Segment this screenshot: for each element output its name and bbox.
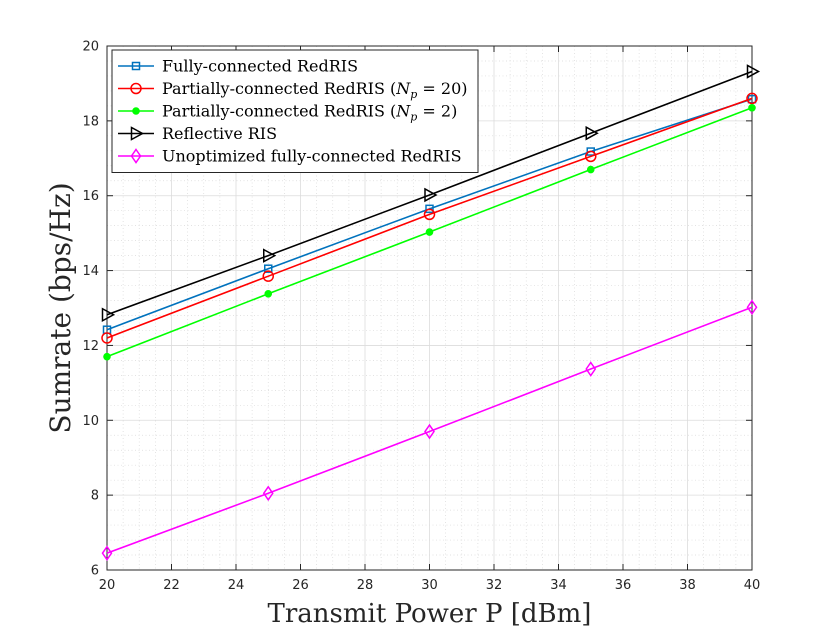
series-2	[101, 92, 758, 344]
data-point	[586, 165, 595, 174]
legend-marker	[130, 126, 145, 141]
legend-item: Partially-connected RedRIS (Np = 20)	[118, 79, 468, 101]
legend-marker	[132, 107, 140, 115]
x-tick-label: 22	[163, 578, 180, 593]
x-axis-label: Transmit Power P [dBm]	[268, 599, 592, 629]
x-tick-label: 40	[744, 578, 761, 593]
data-point	[101, 545, 113, 561]
legend-label: Partially-connected RedRIS (Np = 2)	[162, 102, 457, 124]
legend: Fully-connected RedRIS Partially-connecte…	[111, 49, 479, 173]
y-tick-label: 14	[82, 264, 99, 279]
y-tick-label: 10	[82, 414, 99, 429]
data-point	[586, 147, 595, 156]
data-point	[585, 125, 599, 141]
y-tick-label: 12	[82, 339, 99, 354]
series-line	[106, 306, 753, 554]
data-point	[748, 103, 756, 112]
data-point	[103, 352, 111, 361]
data-point	[746, 299, 758, 316]
y-tick-label: 18	[82, 114, 99, 129]
legend-label: Fully-connected RedRIS	[162, 57, 358, 76]
legend-item: Fully-connected RedRIS	[118, 57, 358, 76]
legend-marker	[131, 61, 141, 71]
legend-label: Partially-connected RedRIS (Np = 20)	[162, 79, 468, 101]
x-tick-label: 20	[99, 578, 116, 593]
data-point	[425, 204, 434, 214]
legend-marker	[130, 148, 142, 164]
legend-marker	[130, 82, 142, 95]
data-point	[425, 228, 434, 236]
data-point	[264, 264, 273, 273]
legend-label: Reflective RIS	[162, 124, 277, 143]
legend-item: Reflective RIS	[118, 124, 277, 143]
data-point	[264, 289, 273, 298]
data-point	[101, 307, 116, 323]
data-point	[746, 64, 761, 79]
x-tick-label: 24	[228, 578, 245, 593]
data-point	[746, 92, 758, 105]
data-point	[424, 187, 438, 203]
legend-item: Partially-connected RedRIS (Np = 2)	[118, 102, 457, 124]
data-point	[424, 423, 435, 440]
x-tick-label: 30	[421, 578, 438, 593]
x-tick-label: 32	[486, 578, 503, 593]
data-point	[262, 485, 274, 502]
series-5	[101, 299, 758, 561]
y-axis-label: Sumrate (bps/Hz)	[44, 182, 77, 433]
legend-item: Unoptimized fully-connected RedRIS	[118, 147, 462, 166]
data-point	[585, 150, 597, 163]
x-tick-label: 26	[292, 578, 309, 593]
series-line	[106, 97, 753, 339]
x-tick-label: 28	[357, 578, 374, 593]
x-tick-label: 34	[550, 578, 567, 593]
legend-label: Unoptimized fully-connected RedRIS	[162, 147, 462, 166]
data-point	[585, 361, 597, 377]
data-point	[101, 332, 113, 344]
data-point	[263, 248, 277, 263]
y-tick-label: 20	[82, 40, 99, 55]
y-tick-label: 8	[91, 489, 99, 504]
data-point	[423, 208, 436, 221]
x-tick-label: 36	[615, 578, 632, 593]
series-3	[103, 103, 756, 361]
y-tick-label: 16	[82, 189, 99, 204]
y-tick-label: 6	[91, 564, 99, 579]
series-4	[101, 64, 761, 323]
data-point	[262, 270, 274, 282]
series-line	[106, 70, 753, 316]
legend-box	[111, 49, 479, 173]
x-tick-label: 38	[679, 578, 696, 593]
